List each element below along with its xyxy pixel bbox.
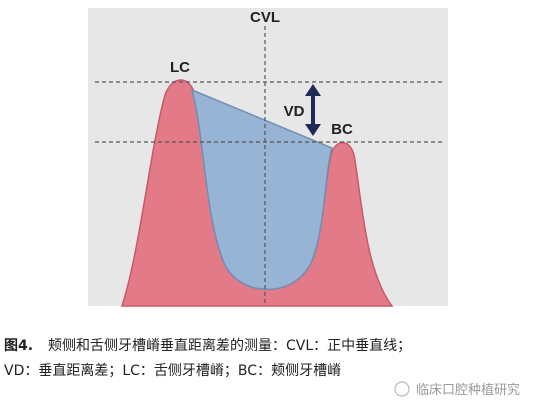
caption-line: 颊侧和舌侧牙槽嵴垂直距离差的测量：CVL：正中垂直线；	[48, 337, 411, 354]
lc-label: LC	[170, 59, 190, 76]
vd-label: VD	[284, 103, 305, 120]
caption-number: 图4.	[4, 338, 33, 354]
vd-arrow-head-up	[305, 84, 321, 96]
watermark: 临床口腔种植研究	[416, 383, 520, 398]
bc-label: BC	[331, 121, 353, 138]
cvl-label: CVL	[250, 9, 280, 26]
socket-area	[190, 88, 333, 291]
caption-line: VD：垂直距离差；LC：舌侧牙槽嵴；BC：颊侧牙槽嵴	[4, 362, 341, 379]
watermark-icon	[394, 381, 410, 397]
vd-arrow-head-down	[305, 124, 321, 136]
